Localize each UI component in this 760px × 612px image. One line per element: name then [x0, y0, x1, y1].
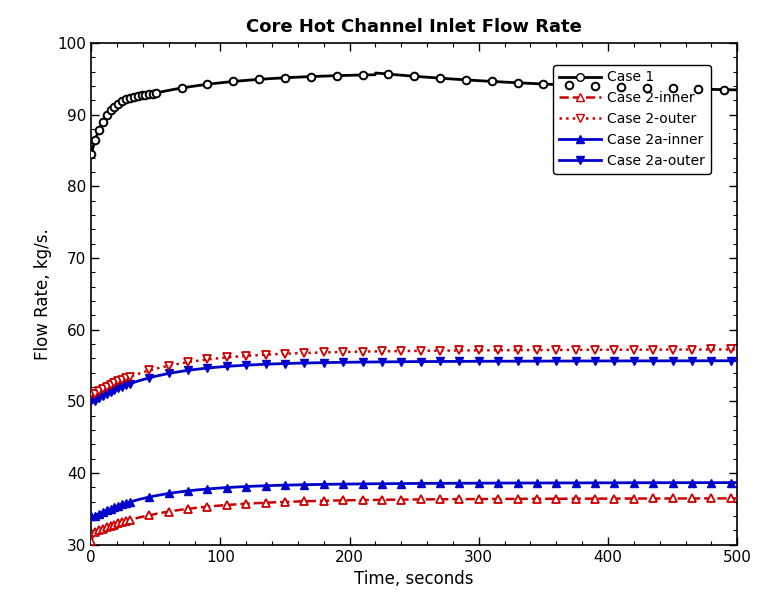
- X-axis label: Time, seconds: Time, seconds: [354, 570, 474, 588]
- Legend: Case 1, Case 2-inner, Case 2-outer, Case 2a-inner, Case 2a-outer: Case 1, Case 2-inner, Case 2-outer, Case…: [553, 65, 711, 174]
- Title: Core Hot Channel Inlet Flow Rate: Core Hot Channel Inlet Flow Rate: [246, 18, 582, 35]
- Y-axis label: Flow Rate, kg/s.: Flow Rate, kg/s.: [34, 228, 52, 360]
